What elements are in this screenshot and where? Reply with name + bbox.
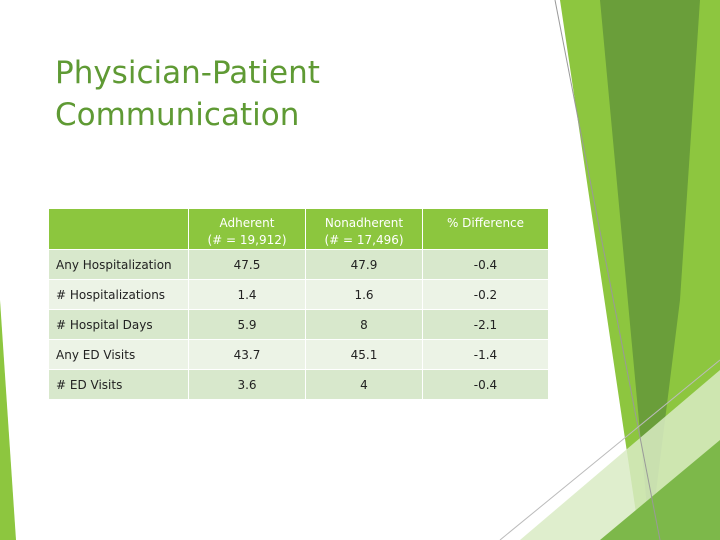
column-note: (# = 17,496) — [324, 233, 404, 247]
row-label: Any Hospitalization — [48, 249, 189, 280]
column-header-text: Nonadherent — [324, 216, 404, 230]
column-header-text: Adherent — [219, 216, 275, 230]
table-cell: -0.4 — [422, 249, 549, 280]
table-cell: 1.4 — [188, 279, 306, 310]
table-cell: 47.5 — [188, 249, 306, 280]
table-cell: 1.6 — [305, 279, 423, 310]
table-cell: -2.1 — [422, 309, 549, 340]
row-label: # Hospitalizations — [48, 279, 189, 310]
table-cell: 3.6 — [188, 369, 306, 400]
column-header: % Difference — [422, 208, 549, 250]
table-row: # Hospitalizations 1.4 1.6 -0.2 — [48, 279, 549, 310]
deco-shape — [0, 300, 16, 540]
table-cell: -0.2 — [422, 279, 549, 310]
table-cell: 47.9 — [305, 249, 423, 280]
table-cell: 5.9 — [188, 309, 306, 340]
table-body: Any Hospitalization 47.5 47.9 -0.4 # Hospita… — [48, 249, 549, 400]
column-header: Adherent (# = 19,912) — [188, 208, 306, 250]
table-cell: 8 — [305, 309, 423, 340]
deco-shape — [600, 440, 720, 540]
row-label: Any ED Visits — [48, 339, 189, 370]
title-line: Communication — [55, 97, 300, 133]
table-row: Any ED Visits 43.7 45.1 -1.4 — [48, 339, 549, 370]
title: Physician-Patient Communication — [55, 52, 320, 136]
table-row: Any Hospitalization 47.5 47.9 -0.4 — [48, 249, 549, 280]
row-label: # Hospital Days — [48, 309, 189, 340]
table-cell: -0.4 — [422, 369, 549, 400]
column-header — [48, 208, 189, 250]
deco-shape — [600, 0, 700, 540]
table-cell: 43.7 — [188, 339, 306, 370]
table-row: # ED Visits 3.6 4 -0.4 — [48, 369, 549, 400]
title-line: Physician-Patient — [55, 55, 320, 91]
table: Adherent (# = 19,912) Nonadherent (# = 17,4… — [48, 208, 549, 400]
column-note: (# = 19,912) — [207, 233, 287, 247]
table-cell: 4 — [305, 369, 423, 400]
table-row: # Hospital Days 5.9 8 -2.1 — [48, 309, 549, 340]
table-cell: -1.4 — [422, 339, 549, 370]
column-header-text: % Difference — [446, 216, 525, 230]
table-cell: 45.1 — [305, 339, 423, 370]
deco-line — [499, 359, 720, 540]
header-row: Adherent (# = 19,912) Nonadherent (# = 17,4… — [48, 208, 549, 250]
column-header: Nonadherent (# = 17,496) — [305, 208, 423, 250]
row-label: # ED Visits — [48, 369, 189, 400]
deco-line — [554, 0, 661, 540]
